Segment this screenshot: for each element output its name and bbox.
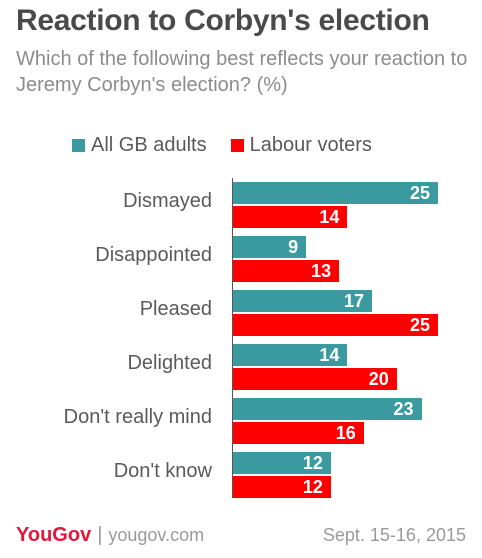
data-label: 14 [319, 344, 340, 365]
category-label: Disappointed [95, 244, 212, 266]
bar-labour-voters: 25 [232, 314, 438, 336]
legend-label-labour-voters: Labour voters [249, 134, 372, 156]
data-label: 14 [319, 206, 340, 227]
category-label: Delighted [127, 352, 212, 374]
footer-date: Sept. 15-16, 2015 [322, 525, 466, 545]
data-label: 13 [311, 260, 332, 281]
data-label: 23 [393, 398, 414, 419]
data-label: 17 [344, 290, 365, 311]
data-label: 12 [302, 452, 323, 473]
bar-all-gb-adults: 17 [232, 290, 373, 312]
legend-item-labour-voters: Labour voters [230, 134, 372, 157]
category-axis-line [232, 178, 233, 498]
category-label: Pleased [139, 298, 212, 320]
bar-labour-voters: 20 [232, 368, 397, 390]
bar-all-gb-adults: 25 [232, 182, 438, 204]
data-label: 25 [409, 182, 430, 203]
category-label: Don't really mind [63, 406, 212, 428]
footer-site: yougov.com [108, 525, 205, 545]
bar-all-gb-adults: 14 [232, 344, 348, 366]
bar-labour-voters: 16 [232, 422, 364, 444]
data-label: 16 [335, 422, 356, 443]
bar-all-gb-adults: 12 [232, 452, 331, 474]
bar-all-gb-adults: 9 [232, 236, 307, 258]
data-label: 12 [302, 476, 323, 497]
bar-labour-voters: 12 [232, 476, 331, 498]
category-label: Don't know [113, 460, 212, 482]
bar-all-gb-adults: 23 [232, 398, 422, 420]
data-label: 9 [288, 236, 299, 257]
legend: All GB adults Labour voters [72, 134, 372, 157]
data-label: 25 [409, 314, 430, 335]
data-label: 20 [368, 368, 389, 389]
legend-swatch-all-gb-adults [72, 139, 85, 152]
category-label: Dismayed [123, 190, 212, 212]
yougov-logo: YouGov [16, 524, 92, 546]
chart-title: Reaction to Corbyn's election [16, 4, 430, 37]
bar-labour-voters: 14 [232, 206, 348, 228]
chart-subtitle: Which of the following best reflects you… [16, 48, 468, 96]
bar-labour-voters: 13 [232, 260, 340, 282]
legend-swatch-labour-voters [230, 139, 244, 152]
legend-item-all-gb-adults: All GB adults [72, 134, 207, 157]
legend-label-all-gb-adults: All GB adults [91, 134, 207, 156]
footer-separator: | [97, 524, 103, 546]
footer: YouGov | yougov.com Sept. 15-16, 2015 [16, 524, 466, 547]
